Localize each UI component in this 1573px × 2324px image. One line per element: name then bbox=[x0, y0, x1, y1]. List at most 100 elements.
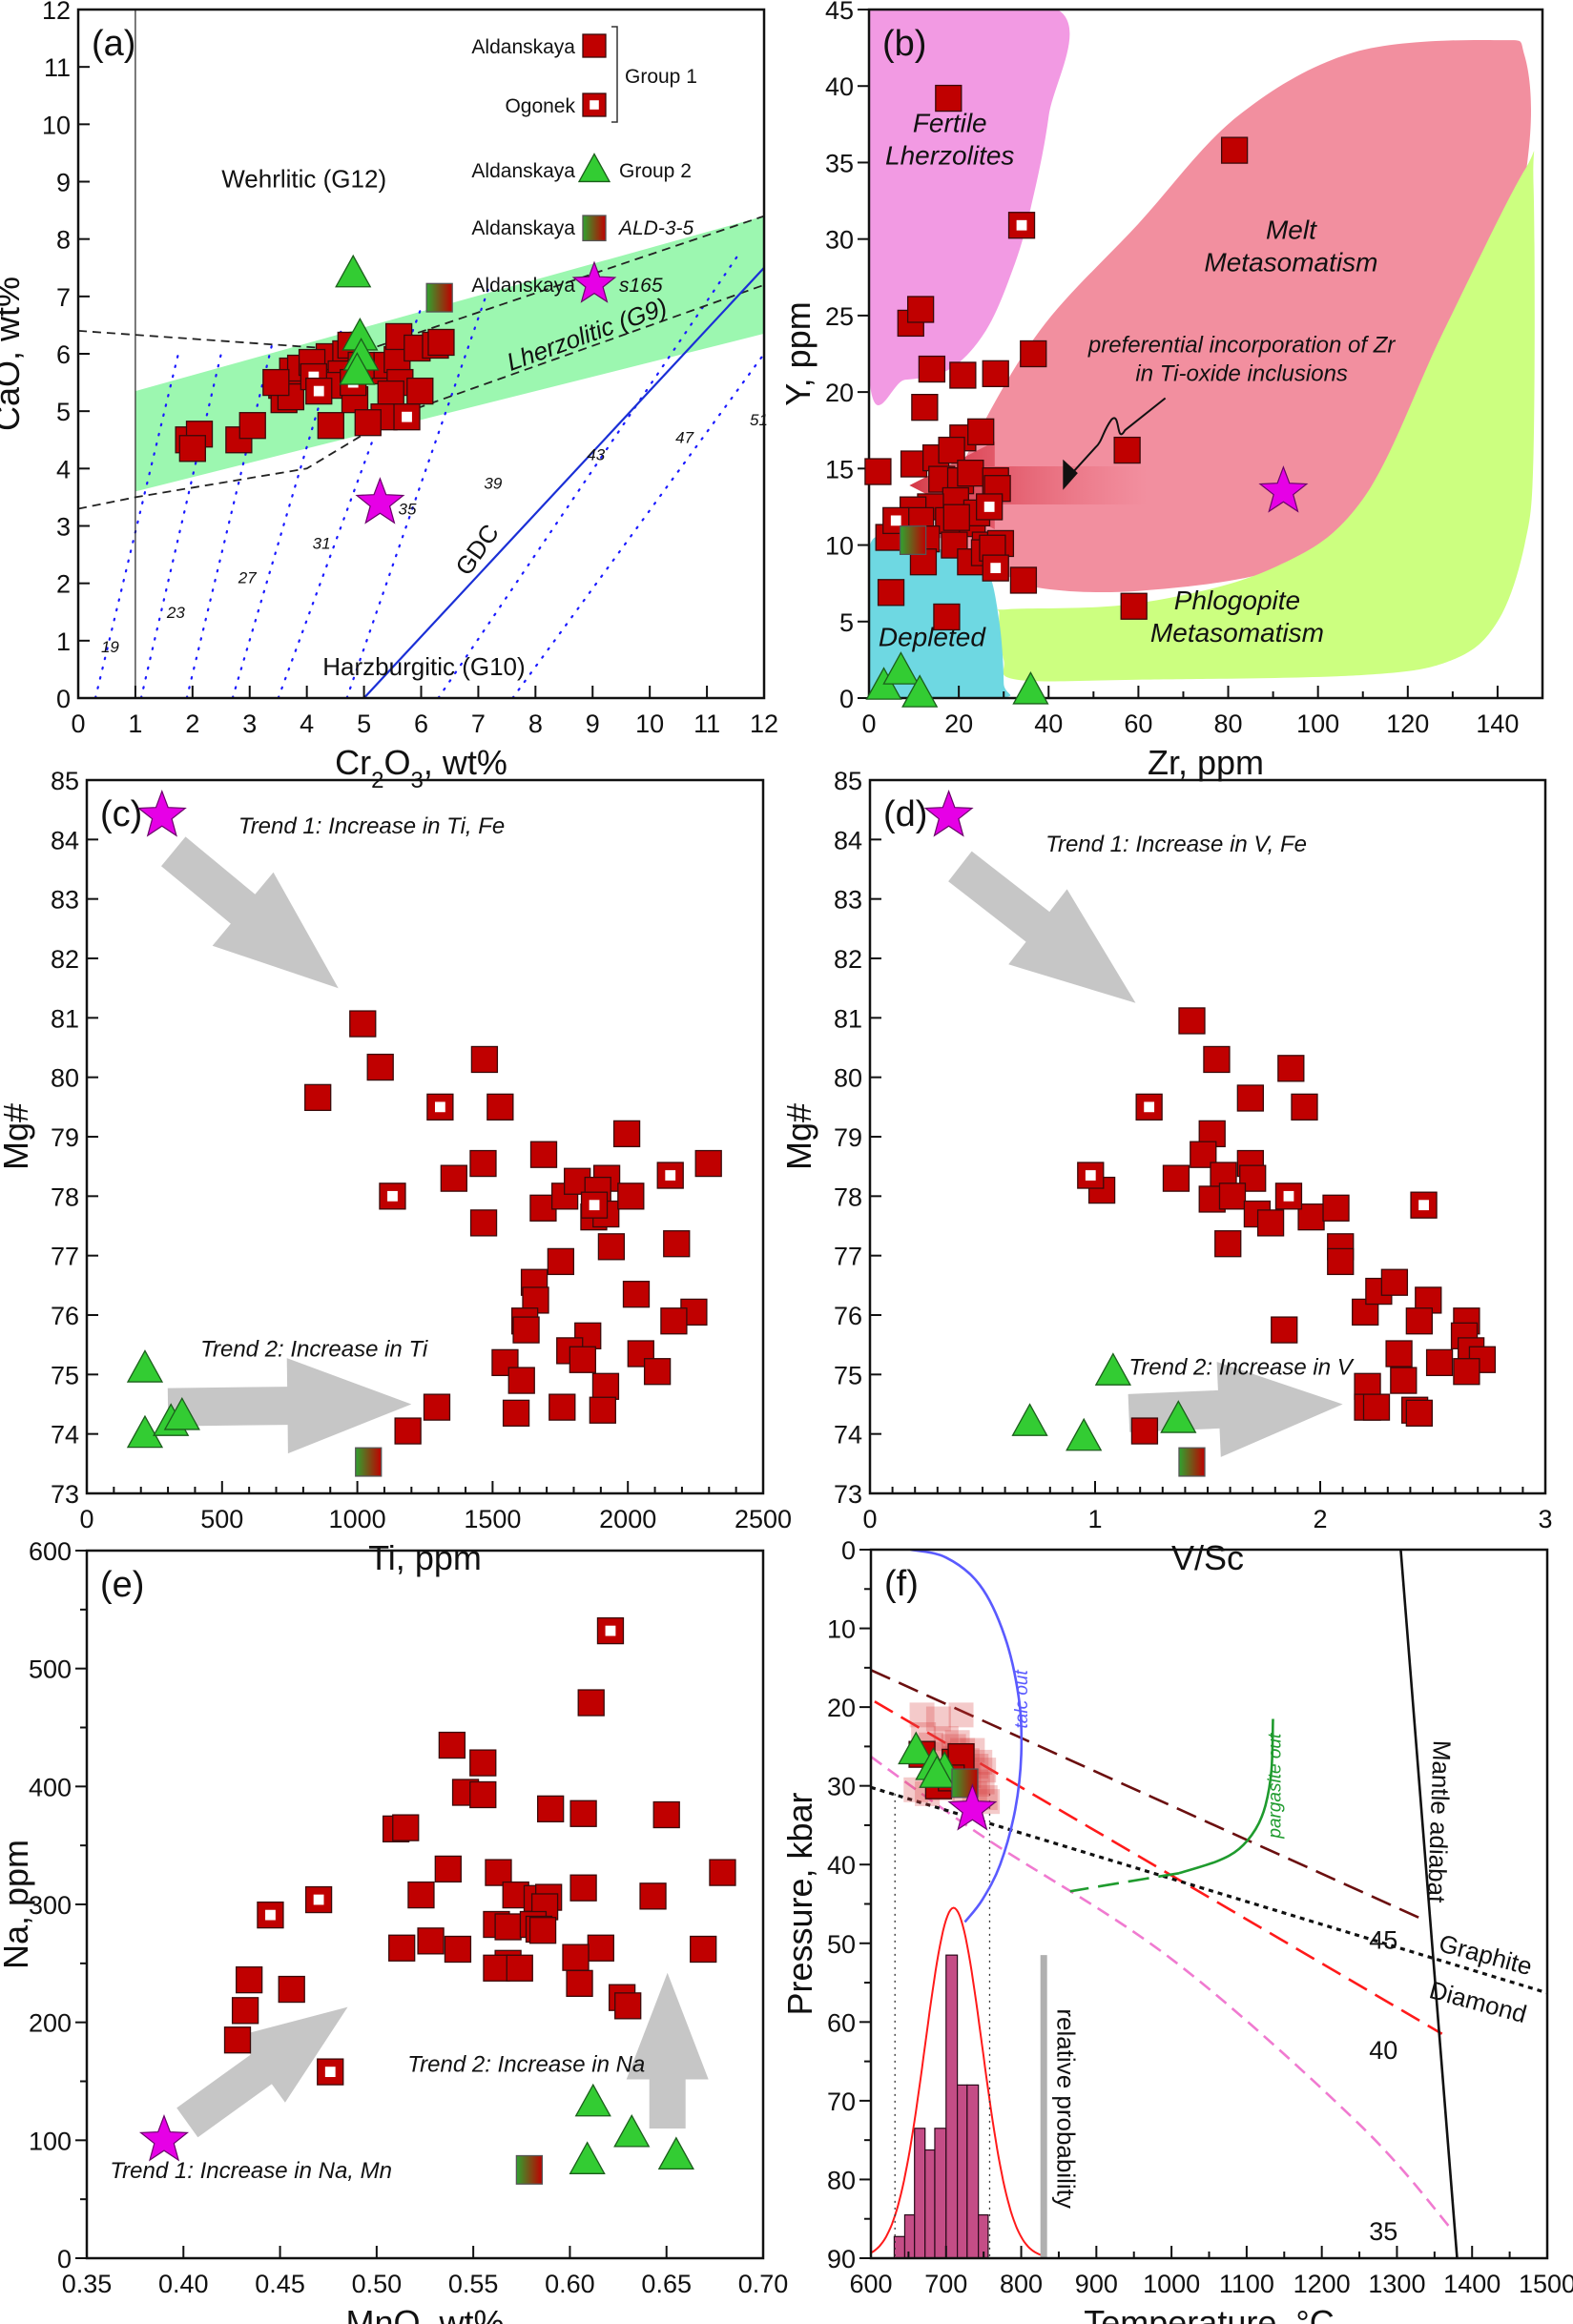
pt-estimate-cloud bbox=[909, 1702, 935, 1728]
x-tick-label: 3 bbox=[1538, 1505, 1552, 1533]
data-point-square-filled bbox=[1220, 136, 1249, 164]
data-point-square-filled bbox=[569, 1346, 596, 1373]
y-axis-title: Na, ppm bbox=[0, 1840, 35, 1969]
data-point-triangle bbox=[1160, 1400, 1197, 1433]
panel-label: (c) bbox=[100, 794, 142, 834]
x-axis-title: Zr, ppm bbox=[1148, 743, 1264, 782]
data-point-square-gradient bbox=[425, 282, 453, 313]
y-tick-label: 79 bbox=[51, 1123, 79, 1152]
x-tick-label: 1500 bbox=[1519, 2270, 1573, 2298]
gdc-line bbox=[362, 267, 764, 698]
annotation-arrowhead bbox=[1063, 459, 1078, 490]
region-phlogopite bbox=[995, 151, 1535, 682]
data-point-square-filled bbox=[612, 1120, 641, 1148]
legend-group: s165 bbox=[619, 275, 663, 297]
series-square-gradient bbox=[1178, 1447, 1206, 1477]
data-point-square-filled bbox=[690, 1935, 717, 1964]
data-point-square-filled bbox=[589, 1396, 616, 1424]
data-point-triangle bbox=[126, 1349, 164, 1383]
y-axis-title: Mg# bbox=[779, 1103, 818, 1170]
data-point-square-open-hole bbox=[313, 1894, 324, 1905]
data-point-square-filled bbox=[434, 1855, 462, 1883]
plot-frame-b bbox=[867, 8, 1544, 700]
data-point-square-gradient bbox=[355, 1447, 383, 1477]
y-tick-label: 75 bbox=[51, 1361, 79, 1389]
data-point-square-filled bbox=[417, 1927, 445, 1955]
data-point-square-filled bbox=[388, 1934, 416, 1962]
data-point-square-filled bbox=[617, 1183, 645, 1210]
y-tick-label: 79 bbox=[834, 1123, 862, 1152]
trend-arrow bbox=[626, 1972, 709, 2129]
series-triangle bbox=[1011, 1352, 1197, 1451]
y-tick-label: 70 bbox=[827, 2087, 856, 2116]
trend-arrow bbox=[167, 1358, 412, 1454]
data-point-square-filled bbox=[1271, 1316, 1298, 1344]
y-tick-label: 10 bbox=[42, 111, 71, 139]
x-tick-label: 1000 bbox=[329, 1505, 386, 1533]
data-point-square-filled bbox=[562, 1944, 590, 1971]
y-tick-label: 73 bbox=[51, 1480, 79, 1509]
series-e bbox=[138, 1616, 736, 2185]
data-point-square-filled bbox=[528, 1917, 557, 1944]
gdc-label: GDC bbox=[449, 519, 505, 581]
x-tick-label: 800 bbox=[1000, 2270, 1043, 2298]
legend: Aldanskaya Ogonek Aldanskaya Group 2 Aldansk… bbox=[471, 26, 697, 303]
x-axis-title: MnO, wt% bbox=[345, 2303, 504, 2324]
data-point-triangle bbox=[163, 1396, 200, 1430]
data-point-square-filled bbox=[1113, 436, 1141, 464]
legend-group: Group 1 bbox=[625, 66, 697, 88]
x-tick-label: 1000 bbox=[1143, 2270, 1200, 2298]
y-axis-title: Pressure, kbar bbox=[780, 1792, 819, 2015]
trend-label: Trend 1: Increase in V, Fe bbox=[1045, 832, 1307, 857]
panel-f-content bbox=[871, 1550, 1547, 2258]
trend-label: Trend 2: Increase in Na bbox=[407, 2052, 645, 2078]
legend-locality: Aldanskaya bbox=[471, 275, 575, 297]
axes-f: 600 700 800 900 1000 1100 1200 1300 1400 1500 0 10 2… bbox=[780, 1536, 1573, 2324]
curve-mantle-adiabat bbox=[1399, 1550, 1459, 2258]
legend-marker-square-filled bbox=[582, 33, 607, 58]
histogram-bar bbox=[978, 2213, 989, 2258]
x-tick-label: 1 bbox=[1087, 1505, 1102, 1533]
y-tick-label: 5 bbox=[839, 608, 854, 637]
x-tick-label: 1500 bbox=[464, 1505, 521, 1533]
series-square-open bbox=[379, 1093, 684, 1219]
data-point-square-filled bbox=[1203, 1045, 1231, 1074]
probability-curve bbox=[871, 1906, 1045, 2257]
isopleth-line bbox=[185, 340, 274, 698]
data-point-square-open-hole bbox=[324, 2067, 336, 2078]
data-point-square-filled bbox=[569, 1874, 597, 1902]
data-point-square-filled bbox=[512, 1316, 540, 1344]
data-point-square-filled bbox=[354, 409, 382, 437]
isopleth-line bbox=[277, 306, 423, 698]
y-tick-label: 82 bbox=[51, 945, 79, 974]
panel-d-trends bbox=[948, 851, 1343, 1457]
data-point-square-filled bbox=[591, 1372, 620, 1400]
series-f bbox=[898, 1731, 998, 1831]
legend-locality: Aldanskaya bbox=[471, 160, 575, 182]
data-point-square-filled bbox=[694, 1149, 722, 1178]
x-tick-label: 11 bbox=[693, 710, 720, 738]
region-label: Metasomatism bbox=[1150, 618, 1324, 648]
histogram-bar bbox=[945, 1954, 959, 2258]
y-tick-label: 7 bbox=[56, 283, 71, 312]
y-tick-label: 81 bbox=[834, 1004, 862, 1033]
trend-arrow bbox=[161, 836, 339, 989]
x-tick-label: 500 bbox=[200, 1505, 243, 1533]
data-point-square-open-hole bbox=[665, 1170, 676, 1181]
y-tick-label: 20 bbox=[827, 1694, 856, 1722]
data-point-square-open-hole bbox=[1418, 1200, 1429, 1211]
y-tick-label: 35 bbox=[825, 149, 854, 177]
y-tick-label: 0 bbox=[841, 1536, 856, 1565]
y-tick-label: 84 bbox=[51, 826, 79, 854]
y-tick-label: 0 bbox=[57, 2245, 72, 2273]
data-point-square-filled bbox=[366, 1053, 394, 1081]
data-point-square-gradient bbox=[1178, 1447, 1206, 1477]
series-square-open bbox=[1077, 1093, 1438, 1219]
x-tick-label: 0.45 bbox=[255, 2270, 305, 2298]
data-point-square-filled bbox=[1327, 1247, 1355, 1276]
y-tick-label: 80 bbox=[51, 1064, 79, 1093]
data-point-square-open-hole bbox=[387, 1190, 398, 1202]
region-label: Depleted bbox=[879, 622, 987, 651]
talc-out-label: talc out bbox=[1012, 1670, 1032, 1729]
